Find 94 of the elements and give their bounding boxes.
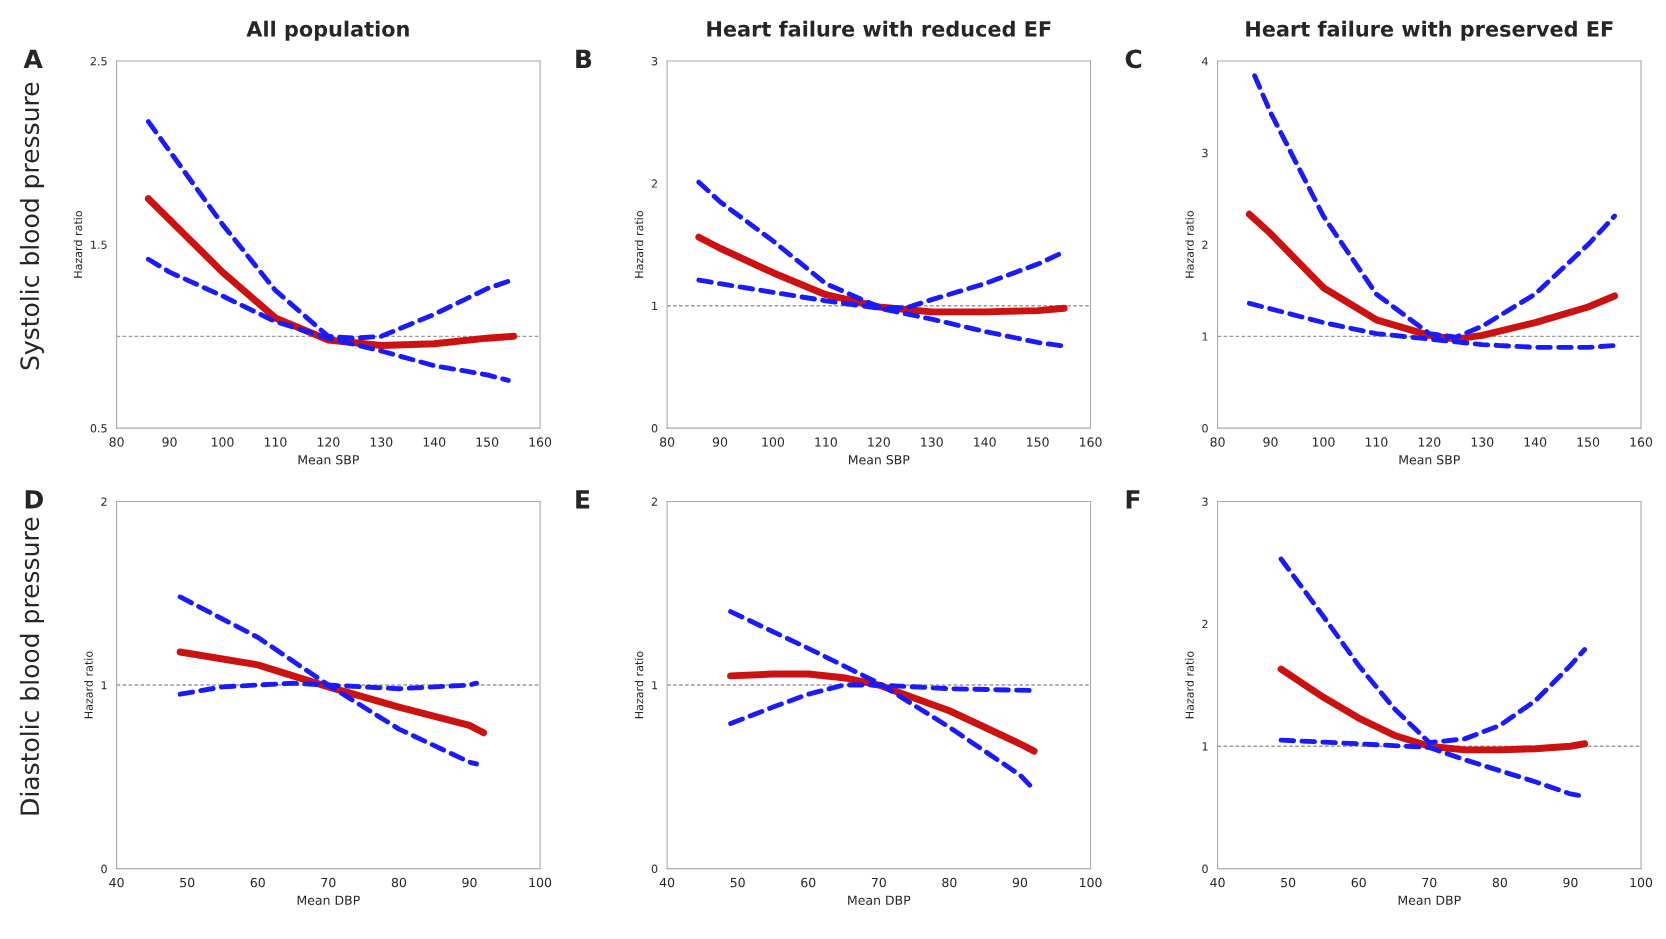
x-tick-label: 120 [868, 437, 890, 447]
x-tick-label: 80 [1210, 437, 1225, 447]
x-tick-label: 100 [529, 877, 552, 888]
x-tick-label: 60 [801, 877, 816, 888]
y-tick-label: 2 [1202, 619, 1208, 629]
x-tick-label: 100 [211, 437, 234, 447]
x-tick-label: 140 [1524, 437, 1547, 447]
chart-title: Heart failure with reduced EF [707, 20, 1051, 37]
x-axis-title: Mean SBP [1399, 455, 1460, 465]
text: C [1125, 49, 1142, 69]
x-tick-label: 50 [730, 877, 745, 888]
chart-title: All population [246, 20, 409, 41]
x-tick-label: 100 [1312, 437, 1335, 447]
text: F [1126, 490, 1140, 509]
x-axis-title: Mean DBP [297, 895, 360, 905]
y-tick-label: 3 [1202, 497, 1208, 506]
x-tick-label: 90 [1263, 437, 1278, 447]
y-tick-label: 0 [1202, 864, 1208, 873]
x-tick-label: 160 [1079, 437, 1102, 447]
y-axis-title: Hazard ratio [84, 651, 93, 719]
y-tick-label: 2.5 [90, 57, 107, 66]
x-tick-label: 140 [423, 437, 446, 447]
y-tick-label: 1 [652, 301, 658, 310]
y-tick-label: 3 [1202, 148, 1208, 158]
x-tick-label: 40 [109, 877, 124, 888]
x-tick-label: 40 [659, 877, 675, 888]
x-tick-label: 100 [1630, 877, 1653, 888]
x-tick-label: 90 [462, 877, 477, 888]
y-tick-label: 1 [101, 681, 107, 690]
x-tick-label: 80 [659, 437, 675, 447]
y-axis-title: Hazard ratio [73, 210, 83, 278]
x-tick-label: 50 [180, 877, 195, 888]
x-tick-label: 150 [476, 437, 499, 447]
y-tick-label: 2 [1202, 240, 1208, 249]
x-tick-label: 70 [321, 877, 336, 888]
y-tick-label: 0 [101, 864, 107, 873]
text: B [576, 49, 592, 68]
x-tick-label: 160 [1630, 437, 1653, 447]
y-tick-label: 1.5 [91, 240, 107, 249]
x-tick-label: 150 [1577, 437, 1600, 447]
y-tick-label: 0.5 [90, 424, 107, 433]
y-tick-label: 0 [1202, 424, 1208, 433]
x-tick-label: 110 [264, 437, 287, 447]
x-tick-label: 90 [1563, 877, 1578, 888]
x-axis-title: Mean DBP [1398, 895, 1461, 905]
x-tick-label: 110 [1365, 437, 1388, 447]
line-series [177, 594, 479, 767]
y-tick-label: 0 [651, 864, 658, 873]
x-tick-label: 90 [712, 437, 728, 447]
text: Systolic blood pressure [19, 82, 45, 370]
x-axis-title: Mean DBP [848, 895, 911, 905]
x-tick-label: 60 [1351, 877, 1366, 888]
y-axis-title: Hazard ratio [1185, 651, 1194, 719]
x-tick-label: 60 [250, 877, 265, 888]
x-axis-title: Mean SBP [849, 455, 910, 465]
y-tick-label: 1 [1202, 332, 1208, 341]
y-tick-label: 2 [651, 497, 657, 506]
text: Diastolic blood pressure [19, 517, 45, 815]
y-axis-title: Hazard ratio [634, 210, 644, 278]
x-tick-label: 100 [762, 437, 785, 447]
x-tick-label: 130 [921, 437, 943, 447]
y-tick-label: 1 [1202, 742, 1208, 751]
y-axis-title: Hazard ratio [1185, 210, 1194, 278]
y-tick-label: 3 [651, 57, 658, 66]
x-tick-label: 110 [815, 437, 837, 447]
text: D [25, 490, 43, 509]
y-tick-label: 2 [651, 179, 657, 188]
x-tick-label: 90 [1012, 877, 1028, 888]
x-tick-label: 90 [162, 437, 177, 447]
x-axis-title: Mean SBP [298, 455, 359, 465]
x-tick-label: 50 [1281, 877, 1296, 888]
text: E [576, 490, 590, 509]
x-tick-label: 80 [942, 877, 957, 888]
x-tick-label: 80 [109, 437, 124, 447]
chart-title: Heart failure with preserved EF [1246, 20, 1613, 41]
x-tick-label: 80 [391, 877, 407, 888]
x-tick-label: 80 [1492, 877, 1507, 888]
x-tick-label: 100 [1079, 877, 1102, 888]
x-tick-label: 70 [1422, 877, 1437, 888]
text: A [23, 49, 43, 68]
y-tick-label: 4 [1202, 57, 1208, 66]
y-axis-title: Hazard ratio [634, 651, 644, 719]
x-tick-label: 150 [1027, 437, 1049, 447]
x-tick-label: 120 [1418, 437, 1441, 447]
x-tick-label: 160 [529, 437, 552, 447]
x-tick-label: 40 [1210, 877, 1225, 888]
y-tick-label: 1 [652, 681, 658, 690]
y-tick-label: 0 [651, 424, 658, 433]
x-tick-label: 130 [370, 437, 393, 447]
x-tick-label: 120 [317, 437, 340, 447]
x-tick-label: 70 [871, 877, 886, 888]
x-tick-label: 140 [974, 437, 996, 447]
x-tick-label: 130 [1471, 437, 1494, 447]
y-tick-label: 2 [101, 497, 107, 506]
